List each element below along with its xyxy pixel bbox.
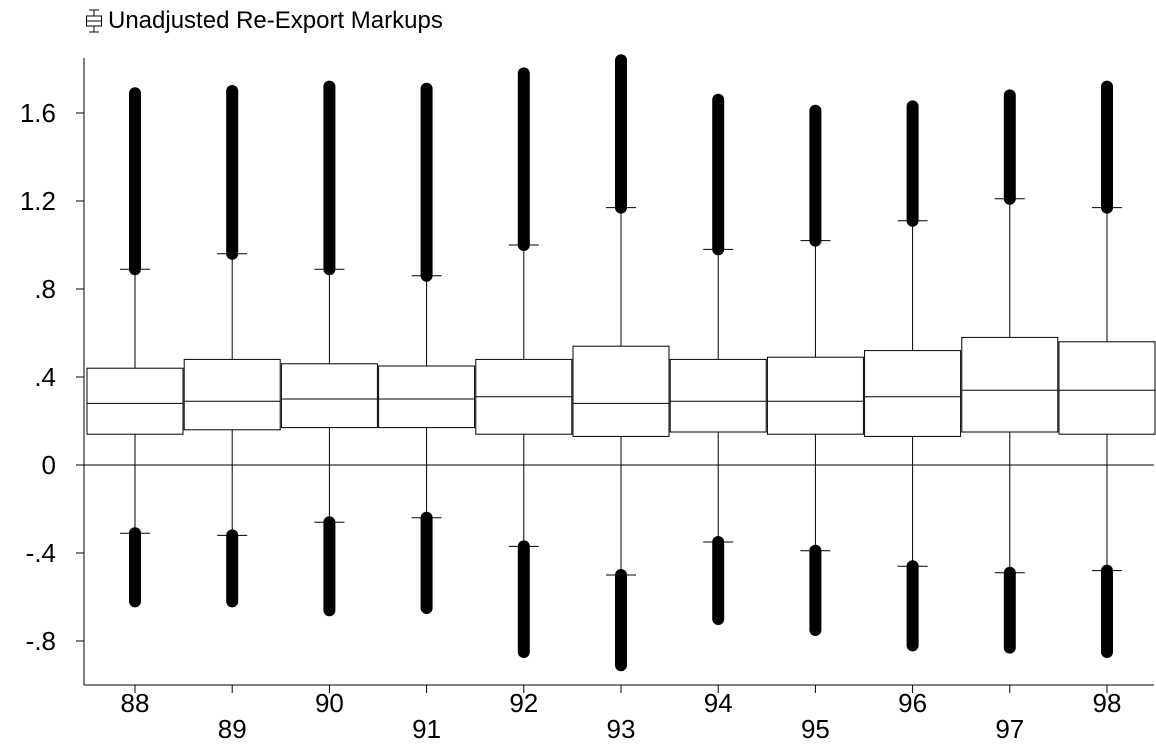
x-tick-label: 89	[218, 714, 247, 744]
axes	[76, 58, 1154, 693]
box-iqr	[766, 356, 864, 435]
box-iqr	[1058, 341, 1156, 435]
tick-labels: -.8 -.4 0 .4 .8 1.2 1.6 88 89 90 91 92 93 94 95 96 97 98	[20, 98, 1122, 744]
y-tick-label: 1.2	[20, 186, 56, 216]
box-95	[766, 104, 864, 636]
box-97	[961, 89, 1059, 654]
x-tick-label: 90	[315, 688, 344, 718]
x-tick-label: 92	[509, 688, 538, 718]
box-iqr	[280, 363, 378, 429]
box-iqr	[378, 365, 476, 429]
y-tick-label: 0	[42, 450, 56, 480]
legend: Unadjusted Re-Export Markups	[84, 6, 443, 36]
box-88	[86, 87, 184, 608]
box-91	[378, 82, 476, 614]
y-tick-label: -.8	[26, 626, 56, 656]
box-94	[669, 93, 767, 625]
legend-label: Unadjusted Re-Export Markups	[108, 7, 443, 34]
x-tick-label: 91	[412, 714, 441, 744]
boxplot-icon	[86, 9, 102, 33]
box-iqr	[961, 336, 1059, 433]
x-tick-label: 96	[898, 688, 927, 718]
box-92	[475, 67, 573, 658]
box-98	[1058, 80, 1156, 658]
box-93	[572, 54, 670, 672]
x-tick-label: 95	[801, 714, 830, 744]
box-iqr	[572, 345, 670, 437]
box-89	[183, 85, 281, 608]
y-tick-label: .4	[34, 362, 56, 392]
box-iqr	[86, 367, 184, 435]
y-tick-label: 1.6	[20, 98, 56, 128]
x-tick-label: 98	[1093, 688, 1122, 718]
box-iqr	[183, 358, 281, 431]
y-tick-label: -.4	[26, 538, 56, 568]
boxes	[86, 54, 1156, 672]
x-tick-label: 93	[607, 714, 636, 744]
x-tick-label: 97	[995, 714, 1024, 744]
x-tick-label: 94	[704, 688, 733, 718]
box-iqr	[669, 358, 767, 433]
x-tick-label: 88	[121, 688, 150, 718]
box-90	[280, 80, 378, 617]
box-iqr	[864, 350, 962, 437]
y-tick-label: .8	[34, 274, 56, 304]
box-96	[864, 100, 962, 652]
